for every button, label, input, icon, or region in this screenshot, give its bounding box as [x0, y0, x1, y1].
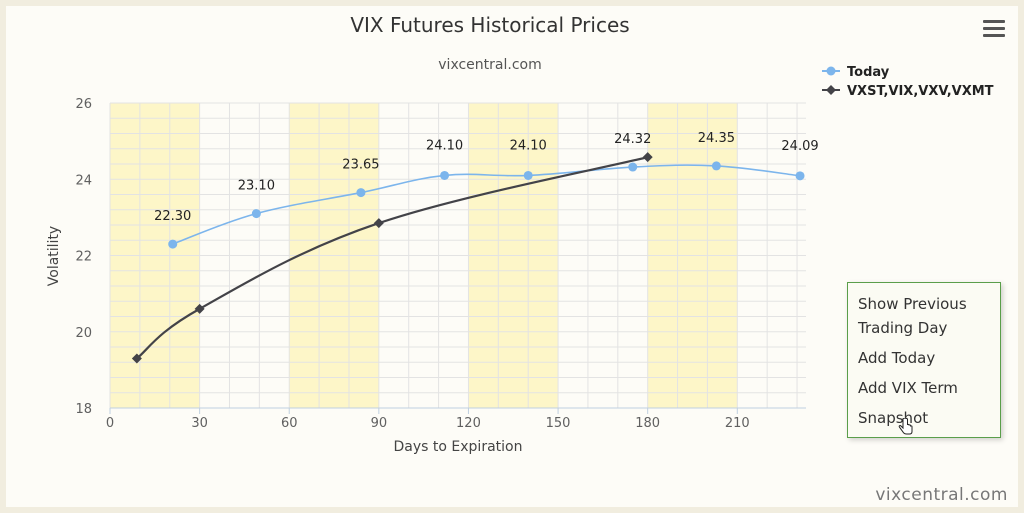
export-menu: Show Previous Trading Day Add Today Add … [847, 282, 1001, 438]
legend-label: VXST,VIX,VXV,VXMT [847, 84, 994, 99]
menu-item-add-today[interactable]: Add Today [848, 343, 1000, 373]
data-label: 23.65 [342, 158, 379, 173]
y-axis-title: Volatility [46, 226, 62, 286]
data-point [194, 303, 205, 314]
x-tick-label: 30 [191, 416, 208, 431]
data-point [251, 209, 261, 219]
menu-item-show-previous-trading-day[interactable]: Show Previous Trading Day [848, 289, 1000, 343]
data-point [795, 171, 805, 181]
menu-item-add-vix-term[interactable]: Add VIX Term [848, 373, 1000, 403]
chart-title: VIX Futures Historical Prices [350, 13, 629, 37]
legend-label: Today [847, 65, 890, 80]
x-axis-title: Days to Expiration [394, 439, 523, 455]
y-tick-label: 20 [75, 326, 92, 341]
data-label: 23.10 [238, 179, 275, 194]
data-label: 24.10 [426, 138, 463, 153]
x-tick-label: 120 [456, 416, 481, 431]
hamburger-bar [983, 34, 1005, 37]
data-point [523, 170, 533, 180]
data-point [373, 218, 384, 229]
chart-subtitle: vixcentral.com [438, 57, 541, 73]
series-line [172, 164, 801, 245]
menu-item-label: Show Previous [858, 295, 967, 313]
menu-item-label: Trading Day [858, 319, 948, 337]
axes: 0 30 60 90 120 150 180 210 18 20 22 24 26 [75, 97, 806, 431]
series-layer: 22.30 23.10 23.65 24.10 24.10 24.32 24.35 24.09 [131, 131, 819, 364]
data-point [628, 162, 638, 172]
x-tick-label: 60 [281, 416, 298, 431]
data-point [711, 161, 721, 171]
legend-marker [826, 66, 836, 76]
legend-marker [826, 85, 836, 95]
y-tick-label: 18 [75, 402, 92, 417]
menu-item-label: Add Today [858, 349, 936, 367]
x-tick-label: 210 [725, 416, 750, 431]
x-tick-label: 180 [635, 416, 660, 431]
x-tick-label: 0 [106, 416, 114, 431]
y-tick-label: 26 [75, 97, 92, 112]
data-point [131, 353, 142, 364]
hamburger-bar [983, 20, 1005, 23]
x-tick-label: 150 [546, 416, 571, 431]
hamburger-bar [983, 27, 1005, 30]
data-label: 22.30 [154, 209, 191, 224]
data-label: 24.10 [510, 138, 547, 153]
series-line [136, 156, 648, 360]
legend[interactable]: Today VXST,VIX,VXV,VXMT [822, 65, 994, 99]
watermark-text: vixcentral.com [875, 485, 1008, 505]
x-tick-label: 90 [371, 416, 388, 431]
menu-item-label: Add VIX Term [858, 379, 958, 397]
data-point [440, 170, 450, 180]
hand-pointer-icon [898, 418, 913, 435]
menu-item-snapshot[interactable]: Snapshot [848, 403, 1000, 433]
data-point [356, 188, 366, 198]
data-label: 24.09 [781, 139, 818, 154]
y-tick-label: 24 [75, 173, 92, 188]
menu-item-label: Snapshot [858, 409, 929, 427]
hamburger-icon[interactable] [983, 20, 1005, 40]
data-label: 24.35 [698, 131, 735, 146]
data-point [168, 239, 178, 249]
y-tick-label: 22 [75, 250, 92, 265]
data-label: 24.32 [614, 132, 651, 147]
data-point [642, 152, 653, 163]
